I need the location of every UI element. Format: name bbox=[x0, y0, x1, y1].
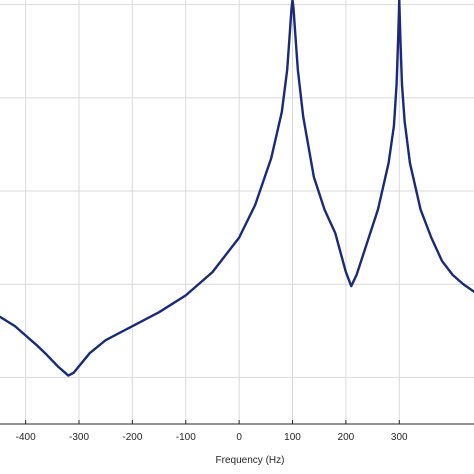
grid-layer bbox=[0, 0, 474, 424]
x-axis-label: Frequency (Hz) bbox=[216, 455, 285, 466]
x-tick-label: 200 bbox=[338, 432, 355, 443]
x-tick-label: -400 bbox=[16, 432, 36, 443]
x-tick-label: 0 bbox=[236, 432, 242, 443]
x-tick-layer: -400 -300 -200 -100 0 100 200 300 bbox=[0, 420, 474, 443]
x-tick-label: -100 bbox=[176, 432, 196, 443]
x-tick-label: 300 bbox=[391, 432, 408, 443]
series-layer bbox=[0, 0, 474, 377]
x-tick-label: -300 bbox=[69, 432, 89, 443]
x-tick-label: 100 bbox=[284, 432, 301, 443]
series-line bbox=[0, 0, 474, 377]
x-tick-label: -200 bbox=[122, 432, 142, 443]
